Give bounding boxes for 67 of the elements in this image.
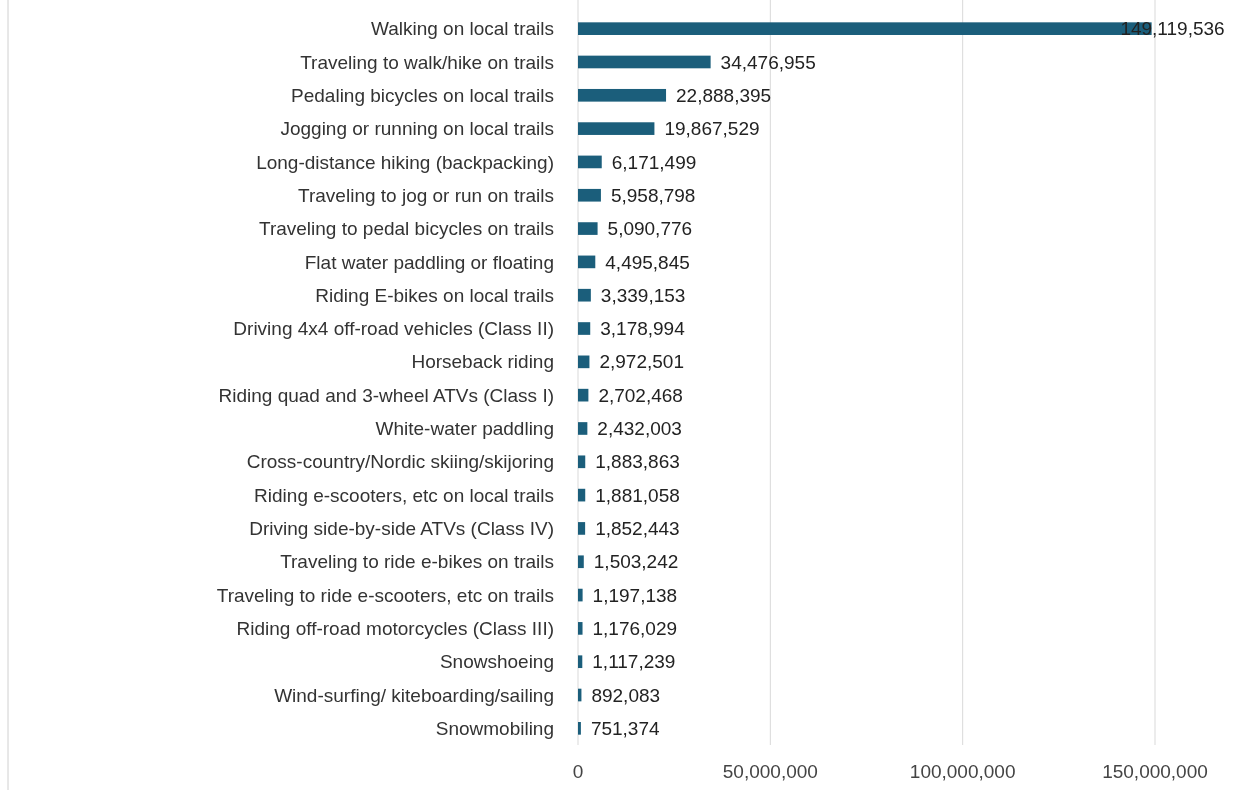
bar [578,255,596,269]
data-label: 2,702,468 [598,384,683,406]
bar [578,388,589,402]
bar [578,155,602,169]
y-tick-label: Snowmobiling [435,717,554,739]
bar [578,422,588,435]
x-tick-label: 150,000,000 [1102,761,1208,782]
data-label: 1,852,443 [595,518,680,540]
bar [578,655,583,669]
y-tick-label: Traveling to jog or run on trails [298,184,554,206]
data-label: 3,339,153 [600,284,686,306]
data-label: 892,083 [591,684,661,706]
y-tick-label: White-water paddling [375,418,554,440]
data-label: 1,883,863 [595,451,680,473]
bar [578,722,581,735]
bar [578,522,586,535]
y-tick-label: Horseback riding [411,351,554,373]
data-label: 2,432,003 [597,418,682,440]
data-label: 5,090,776 [607,218,693,240]
bar [578,322,591,335]
bar [578,488,586,502]
data-label: 1,503,242 [593,551,679,573]
y-tick-label: Snowshoeing [439,651,554,673]
y-tick-label: Cross-country/Nordic skiing/skijoring [246,451,554,473]
bar [578,222,598,235]
y-tick-label: Riding quad and 3-wheel ATVs (Class I) [218,384,554,406]
bar [578,555,584,569]
y-tick-label: Traveling to ride e-scooters, etc on trails [216,584,554,606]
y-tick-label: Traveling to pedal bicycles on trails [259,218,554,240]
y-tick-label: Long-distance hiking (backpacking) [256,151,554,173]
y-tick-label: Riding E-bikes on local trails [315,284,554,306]
bar [578,88,667,102]
y-tick-label: Driving 4x4 off-road vehicles (Class II) [233,318,554,340]
bar [578,55,711,69]
bar [578,588,583,602]
x-tick-label: 50,000,000 [722,761,818,782]
bar [578,122,655,135]
bar [578,622,583,635]
x-tick-label: 0 [572,761,584,782]
data-label: 2,972,501 [599,351,684,373]
bar [578,288,591,302]
data-label: 1,197,138 [592,584,678,606]
y-tick-label: Traveling to ride e-bikes on trails [280,551,554,573]
bar [578,355,590,369]
data-label: 4,495,845 [605,251,690,273]
bar [578,188,601,202]
data-label: 22,888,395 [676,84,772,106]
y-tick-label: Traveling to walk/hike on trails [300,51,554,73]
y-tick-label: Walking on local trails [370,18,554,40]
y-tick-label: Flat water paddling or floating [304,251,554,273]
data-label: 1,117,239 [592,651,676,673]
y-tick-label: Riding e-scooters, etc on local trails [254,484,554,506]
data-label: 5,958,798 [610,184,696,206]
y-tick-label: Pedaling bicycles on local trails [291,84,554,106]
y-tick-label: Riding off-road motorcycles (Class III) [236,618,554,640]
data-label: 751,374 [590,717,660,739]
data-label: 34,476,955 [720,51,816,73]
y-tick-label: Driving side-by-side ATVs (Class IV) [249,518,554,540]
data-label: 1,881,058 [595,484,680,506]
y-tick-label: Jogging or running on local trails [280,118,554,140]
data-label: 1,176,029 [592,618,678,640]
bar [578,455,586,469]
data-label: 3,178,994 [600,318,686,340]
data-label: 6,171,499 [611,151,697,173]
y-tick-label: Wind-surfing/ kiteboarding/sailing [274,684,554,706]
data-label: 19,867,529 [664,118,760,140]
x-tick-label: 100,000,000 [909,761,1016,782]
